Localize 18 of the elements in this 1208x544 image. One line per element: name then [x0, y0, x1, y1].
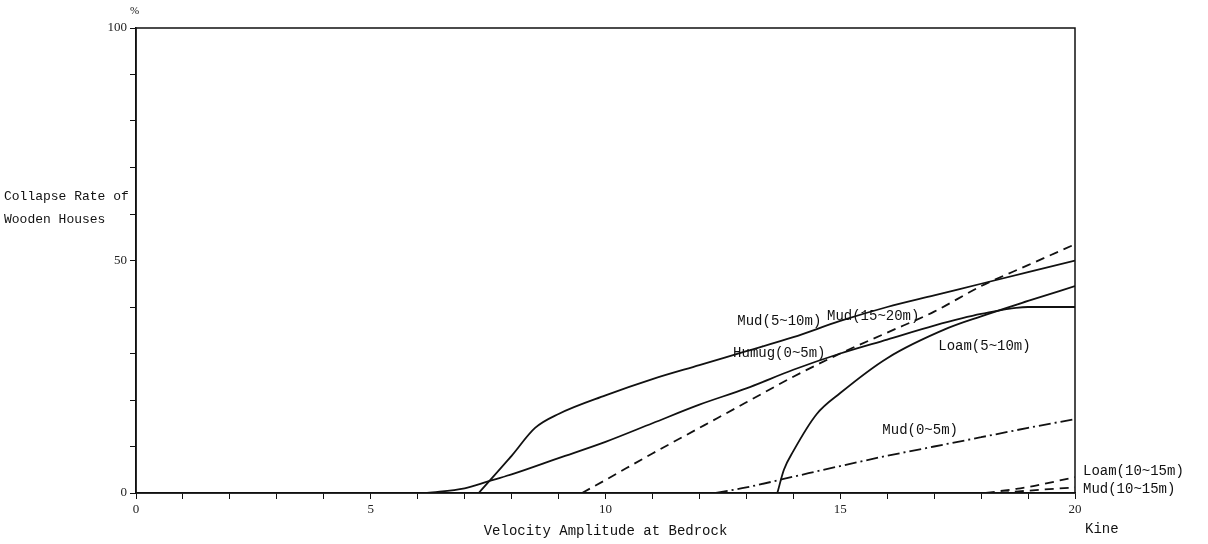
- series-label: Loam(5~10m): [938, 337, 1031, 354]
- x-tick-label: 5: [367, 501, 374, 517]
- x-tick-label: 0: [132, 501, 140, 517]
- series-label: Loam(10~15m): [1083, 462, 1184, 479]
- series-label: Humug(0~5m): [733, 345, 826, 362]
- series-label: Mud(0~5m): [882, 422, 958, 439]
- text: Kine: [1085, 521, 1119, 537]
- x-tick-label: 20: [1068, 501, 1082, 517]
- y-tick-label: 50: [114, 251, 127, 267]
- x-tick-label: 15: [833, 501, 847, 517]
- y-tick-label: 100: [107, 19, 127, 35]
- text: %: [130, 4, 140, 16]
- series-label: Mud(5~10m): [737, 312, 822, 329]
- y-axis-title: Collapse Rate of Wooden Houses: [4, 188, 130, 229]
- x-axis-title: Velocity Amplitude at Bedrock: [483, 523, 728, 540]
- y-tick-label: 0: [120, 484, 127, 500]
- series-label: Mud(10~15m): [1083, 481, 1176, 498]
- x-tick-label: 10: [599, 501, 612, 517]
